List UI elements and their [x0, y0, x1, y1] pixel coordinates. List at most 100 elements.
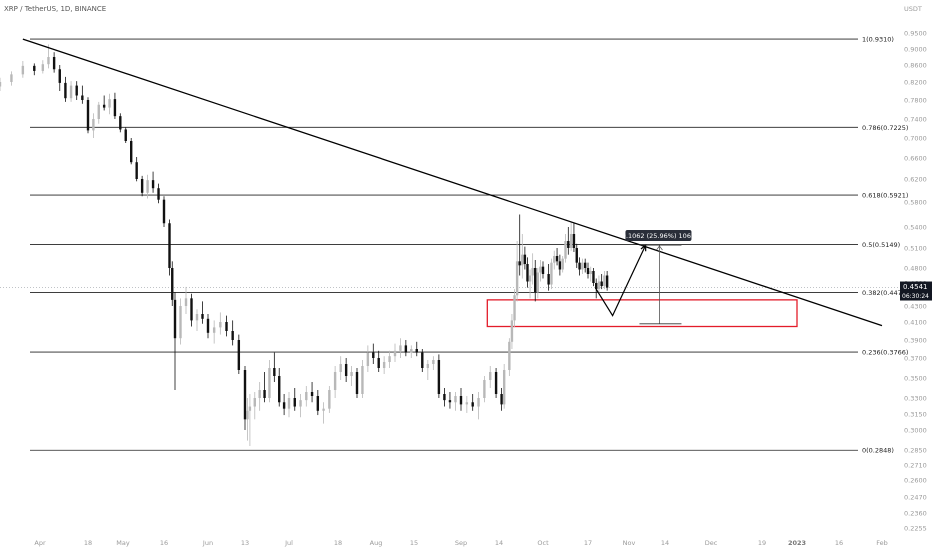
candle-body [53, 57, 55, 69]
candle-body [524, 255, 526, 264]
candle-body [87, 100, 89, 130]
candle-body [305, 392, 307, 400]
candle-body [350, 372, 352, 376]
candle-body [213, 327, 215, 332]
candle-body [146, 180, 148, 193]
candle-body [157, 188, 159, 200]
last-price-tag: 0.4541 06:30:24 [900, 282, 932, 301]
price-axis-tick: 0.3000 [904, 427, 927, 435]
candle-body [278, 376, 280, 402]
candle-body [483, 380, 485, 398]
candle-body [531, 268, 533, 276]
candle-body [606, 276, 608, 288]
price-axis-tick: 0.4800 [904, 265, 927, 273]
candle-body [539, 267, 541, 273]
candle-body [564, 241, 566, 259]
candle-body [168, 223, 170, 268]
candle-body [537, 273, 539, 293]
candle-body [516, 261, 518, 295]
candle-body [238, 340, 240, 370]
price-axis-tick: 0.2710 [904, 462, 927, 470]
candle-body [550, 263, 552, 285]
candle-body [294, 398, 296, 407]
candle-body [130, 141, 132, 162]
candle-body [378, 358, 380, 368]
candle-body [466, 402, 468, 404]
candle-body [511, 320, 513, 341]
last-price-value: 0.4541 [903, 283, 928, 291]
time-axis[interactable]: Apr 18 May 16 Jun 13 Jul 18 Aug 15 Sep 14 Oct 17 Nov 14… [34, 539, 887, 547]
candle-body [59, 69, 61, 83]
price-axis-tick: 0.2470 [904, 494, 927, 502]
candle-body [521, 255, 523, 266]
price-axis-tick: 0.2850 [904, 447, 927, 455]
price-axis-tick: 0.7000 [904, 135, 927, 143]
time-axis-tick: Sep [455, 539, 467, 547]
price-axis-tick: 0.9500 [904, 30, 927, 38]
price-axis-tick: 0.2360 [904, 510, 927, 518]
candle-body [503, 370, 505, 404]
time-axis-tick: 14 [495, 539, 503, 547]
candle-body [592, 271, 594, 283]
candle-body [225, 322, 227, 331]
candle-body [542, 267, 544, 274]
candle-body [273, 368, 275, 376]
time-axis-tick: 13 [241, 539, 249, 547]
candle-body [47, 57, 49, 64]
candle-body [196, 314, 198, 320]
time-axis-tick: Aug [370, 539, 383, 547]
candle-body [529, 276, 531, 282]
time-axis-tick: Oct [537, 539, 549, 547]
price-axis-tick: 0.7400 [904, 116, 927, 124]
fib-label: 1(0.9310) [862, 36, 894, 44]
candle-body [578, 263, 580, 270]
price-axis-tick: 0.3900 [904, 337, 927, 345]
candle-body [595, 283, 597, 289]
candle-body [356, 372, 358, 394]
fib-label: 0.786(0.7225) [862, 124, 908, 132]
time-axis-tick: 19 [758, 539, 766, 547]
candle-body [317, 396, 319, 411]
candle-body [340, 364, 342, 372]
candle-body [587, 268, 589, 274]
candle-body [383, 362, 385, 368]
candle-body [263, 390, 265, 398]
price-axis-tick: 0.2600 [904, 477, 927, 485]
candle-body [231, 331, 233, 340]
candle-body [33, 66, 35, 71]
time-axis-tick: 18 [334, 539, 342, 547]
candle-body [603, 276, 605, 287]
time-axis-tick: 16 [835, 539, 843, 547]
candle-body [207, 319, 209, 333]
candle-body [500, 394, 502, 404]
candle-body [283, 402, 285, 408]
candle-body [600, 282, 602, 287]
price-axis-tick: 0.6200 [904, 176, 927, 184]
candle-body [76, 86, 78, 96]
candle-body [460, 396, 462, 404]
measure-label: 0.1062 (25.96%) 1062 [622, 232, 695, 240]
candle-body [119, 116, 121, 129]
candle-body [322, 409, 324, 411]
candle-body [288, 398, 290, 409]
candle-body [334, 372, 336, 390]
price-axis-tick: 0.6600 [904, 155, 927, 163]
candle-body [454, 396, 456, 402]
time-axis-tick: Nov [623, 539, 636, 547]
price-axis-tick: 0.3150 [904, 411, 927, 419]
price-axis-tick: 0.8600 [904, 62, 927, 70]
price-axis-tick: 0.8200 [904, 79, 927, 87]
candle-body [416, 349, 418, 353]
price-axis-unit: USDT [904, 5, 922, 13]
candle-body [367, 353, 369, 366]
candle-body [98, 105, 100, 119]
candle-body [388, 356, 390, 362]
candle-body [244, 370, 246, 419]
fib-label: 0.5(0.5149) [862, 241, 900, 249]
symbol-title: XRP / TetherUS, 1D, BINANCE [4, 5, 106, 13]
candle-body [399, 345, 401, 350]
time-axis-tick: 18 [84, 539, 92, 547]
price-axis-tick: 0.3700 [904, 355, 927, 363]
